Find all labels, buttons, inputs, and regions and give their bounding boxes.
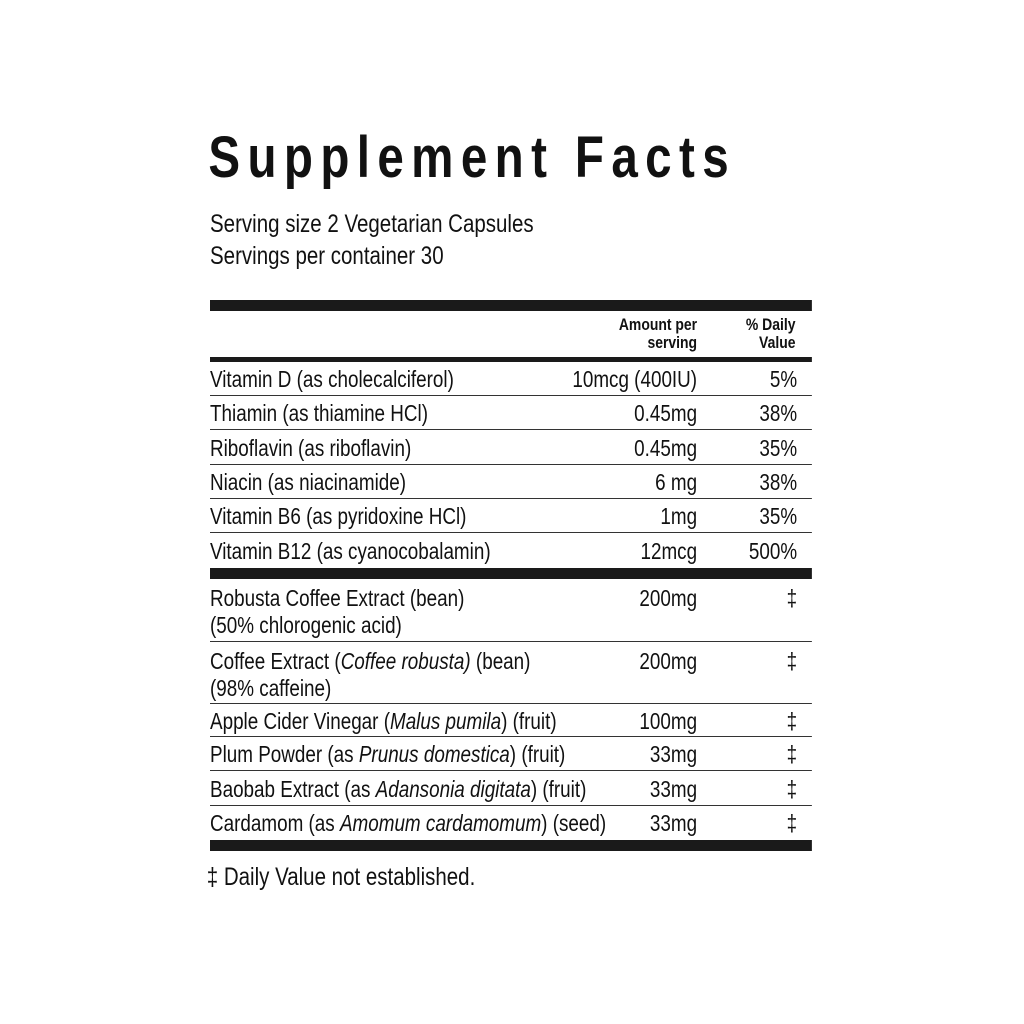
thick-bar — [210, 840, 812, 851]
ingredient-name: Thiamin (as thiamine HCl) — [210, 400, 428, 426]
row-rule — [210, 532, 812, 533]
name-part: (50% chlorogenic acid) — [210, 612, 402, 638]
name-part: Malus pumila — [389, 707, 502, 734]
daily-value: 35% — [759, 434, 798, 461]
name-part: (98% caffeine) — [210, 675, 332, 701]
name-part: ) (fruit) — [509, 741, 566, 767]
daily-value: 5% — [769, 366, 798, 392]
name-part: ) (seed) — [541, 810, 607, 836]
thick-bar — [210, 568, 812, 579]
name-part: Adansonia digitata — [375, 775, 531, 802]
name-part: Cardamom (as — [210, 810, 340, 836]
ingredient-name: Niacin (as niacinamide) — [210, 469, 406, 495]
name-part: ) (fruit) — [501, 707, 557, 734]
name-part: Coffee Extract ( — [210, 648, 341, 674]
name-part: Amomum cardamomum — [339, 810, 542, 836]
row-rule — [210, 805, 812, 806]
amount: 10mcg (400IU) — [572, 366, 698, 392]
name-part: Vitamin B6 (as pyridoxine HCl) — [210, 503, 467, 529]
amount: 1mg — [660, 503, 698, 529]
row-rule — [210, 736, 812, 737]
row-rule — [210, 703, 812, 704]
daily-value: ‡ — [786, 585, 798, 611]
amount-header: serving — [647, 333, 698, 352]
amount: 0.45mg — [634, 434, 698, 461]
daily-value: 38% — [759, 400, 798, 426]
ingredient-name: (98% caffeine) — [210, 675, 331, 701]
name-part: (bean) — [470, 648, 531, 674]
supplement-facts-label: Supplement Facts Serving size 2 Vegetari… — [206, 0, 812, 1024]
ingredient-name: Vitamin D (as cholecalciferol) — [210, 366, 454, 392]
daily-value: 38% — [759, 469, 798, 495]
amount: 33mg — [649, 810, 698, 836]
amount: 0.45mg — [634, 400, 698, 426]
footnote: ‡ Daily Value not established. — [206, 863, 476, 891]
daily-value: ‡ — [786, 775, 798, 802]
ingredient-name: Baobab Extract (as Adansonia digitata) (… — [210, 776, 586, 802]
amount: 200mg — [639, 585, 698, 611]
amount: 6 mg — [655, 469, 698, 495]
servings-per-container: Servings per container 30 — [210, 242, 444, 270]
ingredient-name: (50% chlorogenic acid) — [210, 612, 402, 638]
daily-value: ‡ — [786, 707, 798, 734]
header-bar — [210, 357, 812, 362]
row-rule — [210, 395, 812, 396]
title: Supplement Facts — [208, 125, 737, 190]
amount: 200mg — [639, 648, 698, 674]
amount: 33mg — [649, 741, 698, 767]
daily-value: ‡ — [786, 741, 798, 767]
name-part: Robusta Coffee Extract (bean) — [210, 585, 465, 611]
amount-header: Amount per — [618, 315, 698, 334]
name-part: Vitamin B12 (as cyanocobalamin) — [210, 537, 491, 564]
name-part: Baobab Extract (as — [210, 775, 376, 802]
ingredient-name: Vitamin B6 (as pyridoxine HCl) — [210, 503, 466, 529]
ingredient-name: Robusta Coffee Extract (bean) — [210, 585, 464, 611]
row-rule — [210, 770, 812, 771]
serving-size: Serving size 2 Vegetarian Capsules — [210, 210, 534, 238]
amount: 100mg — [639, 707, 698, 734]
daily-value-header: Value — [759, 333, 796, 352]
ingredient-name: Vitamin B12 (as cyanocobalamin) — [210, 538, 491, 564]
amount: 12mcg — [640, 537, 698, 564]
daily-value-header: % Daily — [745, 315, 796, 334]
ingredient-name: Coffee Extract (Coffee robusta) (bean) — [210, 648, 530, 674]
name-part: Plum Powder (as — [210, 741, 359, 767]
name-part: Prunus domestica — [358, 741, 510, 767]
ingredient-name: Riboflavin (as riboflavin) — [210, 435, 411, 461]
daily-value: 35% — [759, 503, 798, 529]
row-rule — [210, 429, 812, 430]
name-part: Niacin (as niacinamide) — [210, 469, 407, 495]
name-part: ) (fruit) — [530, 775, 587, 802]
daily-value: ‡ — [786, 648, 798, 674]
daily-value: 500% — [748, 537, 798, 564]
name-part: Apple Cider Vinegar ( — [210, 707, 390, 734]
name-part: Thiamin (as thiamine HCl) — [210, 400, 429, 426]
thick-bar — [210, 300, 812, 311]
ingredient-name: Cardamom (as Amomum cardamomum) (seed) — [210, 810, 606, 836]
ingredient-name: Plum Powder (as Prunus domestica) (fruit… — [210, 741, 565, 767]
daily-value: ‡ — [786, 810, 798, 836]
name-part: Coffee robusta) — [340, 648, 471, 674]
amount: 33mg — [649, 775, 698, 802]
row-rule — [210, 641, 812, 642]
name-part: Vitamin D (as cholecalciferol) — [210, 366, 454, 392]
row-rule — [210, 464, 812, 465]
ingredient-name: Apple Cider Vinegar (Malus pumila) (frui… — [210, 708, 557, 734]
row-rule — [210, 498, 812, 499]
name-part: Riboflavin (as riboflavin) — [210, 434, 412, 461]
